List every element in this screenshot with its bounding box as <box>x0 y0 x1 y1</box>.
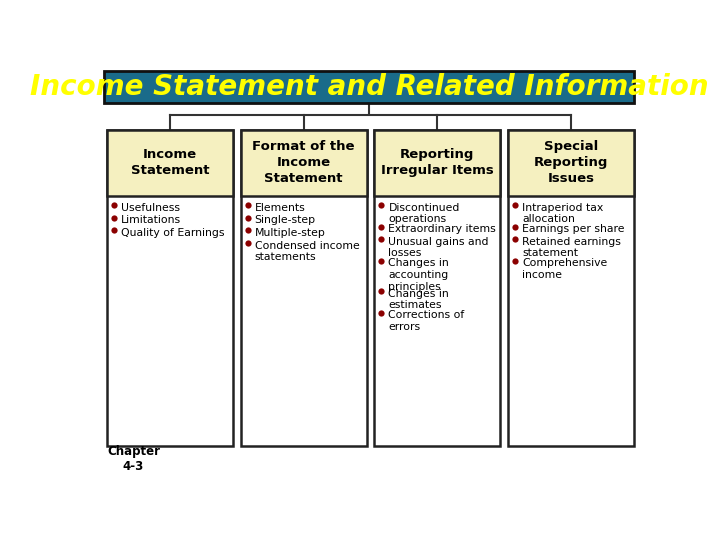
Text: Extraordinary items: Extraordinary items <box>388 224 496 234</box>
Text: Condensed income
statements: Condensed income statements <box>255 241 359 262</box>
Text: Changes in
accounting
principles: Changes in accounting principles <box>388 259 449 292</box>
Text: Multiple-step: Multiple-step <box>255 228 325 238</box>
Text: Income
Statement: Income Statement <box>131 148 210 178</box>
Text: Single-step: Single-step <box>255 215 316 225</box>
FancyBboxPatch shape <box>240 130 366 446</box>
FancyBboxPatch shape <box>107 130 233 446</box>
FancyBboxPatch shape <box>104 71 634 103</box>
FancyBboxPatch shape <box>508 130 634 195</box>
FancyBboxPatch shape <box>508 130 634 446</box>
Text: Discontinued
operations: Discontinued operations <box>388 202 460 224</box>
FancyBboxPatch shape <box>374 130 500 195</box>
Text: Chapter
4-3: Chapter 4-3 <box>107 445 160 473</box>
Text: Intraperiod tax
allocation: Intraperiod tax allocation <box>522 202 603 224</box>
FancyBboxPatch shape <box>240 130 366 195</box>
Text: Retained earnings
statement: Retained earnings statement <box>522 237 621 259</box>
Text: Comprehensive
income: Comprehensive income <box>522 259 607 280</box>
Text: Reporting
Irregular Items: Reporting Irregular Items <box>381 148 494 178</box>
FancyBboxPatch shape <box>107 130 233 195</box>
Text: Elements: Elements <box>255 202 305 213</box>
FancyBboxPatch shape <box>374 130 500 446</box>
Text: Income Statement and Related Information: Income Statement and Related Information <box>30 73 708 101</box>
Text: Corrections of
errors: Corrections of errors <box>388 310 464 332</box>
Text: Limitations: Limitations <box>121 215 181 225</box>
Text: Special
Reporting
Issues: Special Reporting Issues <box>534 140 608 185</box>
Text: Earnings per share: Earnings per share <box>522 224 624 234</box>
Text: Format of the
Income
Statement: Format of the Income Statement <box>253 140 355 185</box>
Text: Quality of Earnings: Quality of Earnings <box>121 228 225 238</box>
Text: Unusual gains and
losses: Unusual gains and losses <box>388 237 489 259</box>
Text: Changes in
estimates: Changes in estimates <box>388 289 449 310</box>
Text: Usefulness: Usefulness <box>121 202 180 213</box>
